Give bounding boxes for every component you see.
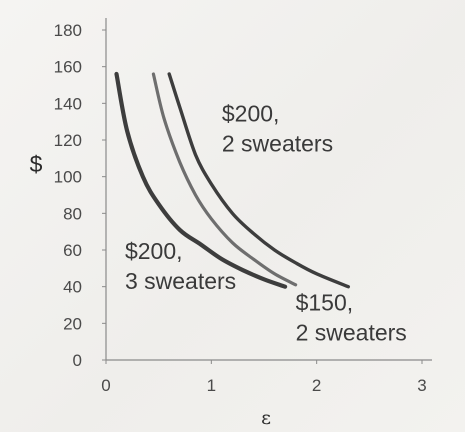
x-tick-label: 0 (101, 376, 110, 395)
x-tick-label: 3 (417, 376, 426, 395)
x-tick-label: 1 (207, 376, 216, 395)
y-tick-label: 120 (54, 131, 82, 150)
y-tick-label: 0 (73, 351, 82, 370)
y-tick-label: 180 (54, 21, 82, 40)
series-curve-2 (151, 72, 298, 287)
annotation-3-line1: $150, (296, 290, 354, 316)
x-axis-label: ε (261, 407, 271, 429)
annotation-1-line1: $200, (222, 101, 280, 127)
y-tick-label: 20 (63, 314, 82, 333)
y-tick-label: 100 (54, 168, 82, 187)
series-curves (114, 71, 350, 289)
y-tick-label: 40 (63, 278, 82, 297)
annotation-1-line2: 2 sweaters (222, 131, 333, 157)
tick-labels: 0 20 40 60 80 100 120 140 160 180 0 1 2 3 (54, 21, 427, 395)
y-tick-label: 60 (63, 241, 82, 260)
annotation-2-line1: $200, (125, 238, 183, 264)
x-tick-label: 2 (312, 376, 321, 395)
annotation-2-line2: 3 sweaters (125, 268, 236, 294)
y-tick-label: 160 (54, 58, 82, 77)
annotation-3-line2: 2 sweaters (296, 320, 407, 346)
y-tick-label: 80 (63, 204, 82, 223)
series-curve-1 (114, 71, 288, 289)
y-tick-label: 140 (54, 94, 82, 113)
y-axis-label: $ (30, 151, 43, 177)
series-curve-3 (167, 72, 350, 289)
annotations: $200, 2 sweaters $200, 3 sweaters $150, 2 swe… (125, 101, 407, 346)
axes (105, 18, 432, 361)
